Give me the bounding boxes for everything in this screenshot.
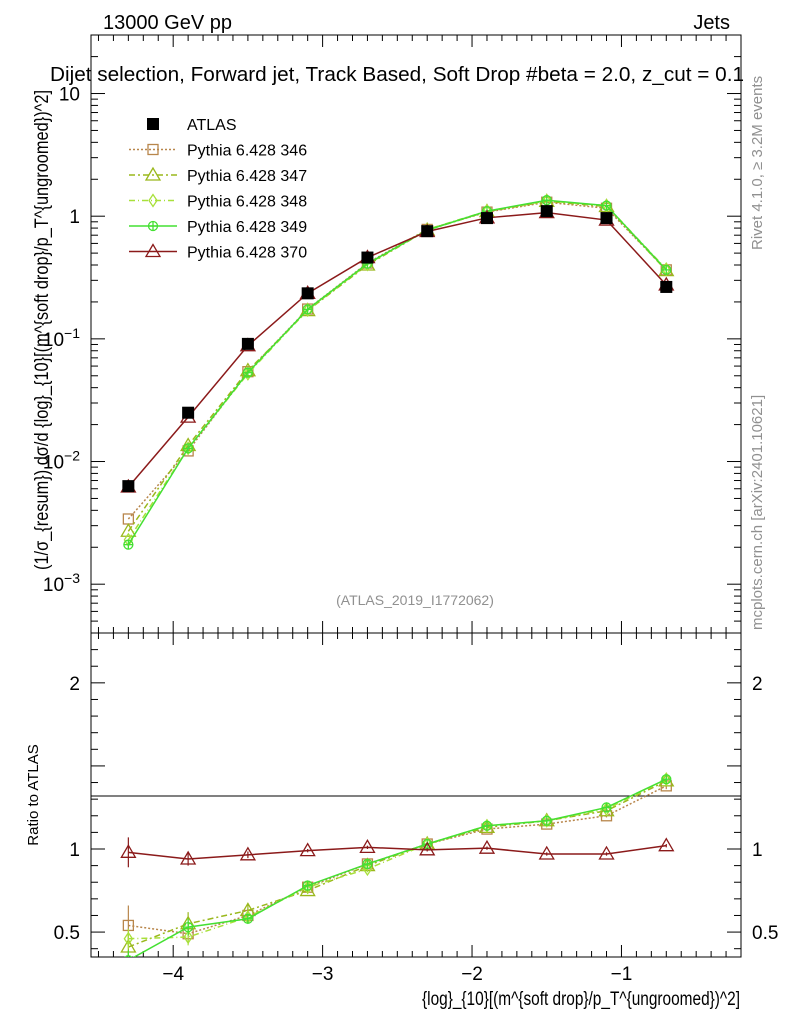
- ratio-point-pythia-6-428-348: [482, 818, 492, 833]
- series-line-pythia-6-428-349: [127, 199, 667, 546]
- legend-label-pythia-6-428-348: Pythia 6.428 348: [187, 194, 307, 211]
- point-atlas: [660, 280, 673, 293]
- point-atlas: [361, 251, 374, 264]
- x-tick-label: −1: [611, 964, 633, 985]
- legend-label-pythia-6-428-347: Pythia 6.428 347: [187, 168, 307, 185]
- legend-entry-pythia-6-428-346: Pythia 6.428 346: [129, 143, 307, 160]
- point-pythia-6-428-347: [120, 522, 137, 537]
- ratio-tick-label-left: 2: [69, 674, 80, 695]
- y-tick-label: 1: [69, 207, 80, 228]
- series-ratio-pythia-6-428-346: [122, 780, 672, 946]
- ratio-tick-label-left: 0.5: [54, 923, 80, 944]
- point-atlas: [122, 480, 135, 493]
- y-axis-label: (1/σ_{resum}) dσ/d {log}_{10}[(m^{soft d…: [32, 90, 53, 570]
- point-pythia-6-428-348: [183, 441, 193, 456]
- x-tick-label: −3: [312, 964, 334, 985]
- legend-entry-pythia-6-428-370: Pythia 6.428 370: [129, 243, 307, 262]
- x-tick-label: −4: [162, 964, 184, 985]
- ratio-point-pythia-6-428-348: [362, 861, 373, 877]
- point-atlas: [182, 406, 195, 419]
- point-atlas: [421, 225, 434, 238]
- ratio-point-pythia-6-428-348: [123, 931, 134, 946]
- plot-title: Dijet selection, Forward jet, Track Base…: [50, 64, 744, 86]
- series-ratio-pythia-6-428-370: [120, 837, 675, 868]
- x-axis-label: {log}_{10}[(m^{soft drop}/p_T^{ungroomed…: [422, 989, 740, 1010]
- series-pythia-6-428-370: [120, 204, 675, 868]
- rivet-version-label: Rivet 4.1.0, ≥ 3.2M events: [749, 76, 766, 250]
- ratio-line-pythia-6-428-347: [128, 780, 667, 948]
- series-ratio-pythia-6-428-347: [120, 772, 675, 957]
- ratio-point-pythia-6-428-370: [598, 845, 615, 860]
- ratio-point-pythia-6-428-348: [183, 929, 193, 945]
- legend-marker-atlas: [147, 118, 159, 130]
- y-tick-label: 10−3: [43, 570, 80, 596]
- ratio-point-pythia-6-428-370: [120, 844, 137, 858]
- ratio-line-pythia-6-428-349: [132, 778, 667, 957]
- ratio-point-pythia-6-428-348: [661, 772, 672, 787]
- legend-entry-pythia-6-428-348: Pythia 6.428 348: [129, 193, 307, 211]
- point-atlas: [600, 212, 613, 225]
- ratio-tick-label-right: 0.5: [752, 923, 778, 944]
- legend-label-pythia-6-428-346: Pythia 6.428 346: [187, 143, 307, 160]
- legend-entry-pythia-6-428-349: Pythia 6.428 349: [129, 219, 307, 236]
- point-pythia-6-428-348: [243, 366, 253, 381]
- y-tick-label: 10: [59, 85, 80, 106]
- legend-entry-atlas: ATLAS: [147, 117, 237, 134]
- point-atlas: [480, 212, 493, 225]
- series-pythia-6-428-346: [122, 196, 672, 946]
- legend-marker-pythia-6-428-370: [144, 243, 162, 258]
- category-label: Jets: [693, 12, 730, 34]
- ratio-tick-label-left: 1: [69, 840, 80, 861]
- series-main-atlas: [122, 205, 673, 493]
- series-pythia-6-428-348: [123, 193, 672, 949]
- series-ratio-pythia-6-428-348: [123, 772, 672, 949]
- ratio-line-pythia-6-428-370: [128, 844, 667, 860]
- ratio-point-pythia-6-428-370: [419, 841, 436, 856]
- legend-label-atlas: ATLAS: [187, 117, 237, 134]
- series-pythia-6-428-349: [123, 195, 672, 957]
- series-ratio-pythia-6-428-349: [124, 774, 672, 957]
- ratio-point-pythia-6-428-370: [478, 839, 496, 854]
- x-tick-label: −2: [461, 964, 483, 985]
- ratio-tick-label-right: 1: [752, 840, 763, 861]
- analysis-watermark: (ATLAS_2019_I1772062): [336, 592, 494, 608]
- ratio-point-pythia-6-428-370: [299, 842, 316, 857]
- ratio-point-pythia-6-428-370: [359, 839, 376, 853]
- legend-label-pythia-6-428-370: Pythia 6.428 370: [187, 245, 307, 262]
- y-tick-label: 10−2: [43, 448, 80, 474]
- energy-label: 13000 GeV pp: [103, 12, 232, 34]
- point-pythia-6-428-348: [601, 198, 612, 213]
- series-pythia-6-428-347: [120, 193, 675, 957]
- ratio-point-pythia-6-428-370: [538, 845, 555, 860]
- legend-entry-pythia-6-428-347: Pythia 6.428 347: [129, 166, 307, 185]
- series-atlas: [122, 205, 673, 493]
- ratio-point-pythia-6-428-348: [541, 813, 552, 828]
- legend-marker-pythia-6-428-348: [148, 193, 158, 208]
- series-line-pythia-6-428-370: [127, 211, 667, 488]
- ratio-line-pythia-6-428-348: [128, 778, 667, 940]
- point-atlas: [241, 337, 254, 350]
- ratio-line-pythia-6-428-346: [128, 785, 667, 935]
- y-tick-label: 10−1: [43, 325, 80, 351]
- legend-label-pythia-6-428-349: Pythia 6.428 349: [187, 219, 307, 236]
- ratio-tick-label-right: 2: [752, 674, 763, 695]
- ratio-point-pythia-6-428-370: [239, 846, 257, 861]
- ratio-y-axis-label: Ratio to ATLAS: [25, 744, 42, 845]
- legend-marker-pythia-6-428-347: [144, 166, 162, 181]
- point-atlas: [301, 287, 314, 300]
- ratio-panel-frame: [90, 632, 742, 958]
- mcplots-label: mcplots.cern.ch [arXiv:2401.10621]: [749, 395, 766, 630]
- ratio-point-pythia-6-428-370: [179, 850, 197, 865]
- ratio-point-pythia-6-428-370: [658, 837, 675, 852]
- point-atlas: [540, 205, 553, 218]
- legend-marker-pythia-6-428-346: [147, 143, 159, 156]
